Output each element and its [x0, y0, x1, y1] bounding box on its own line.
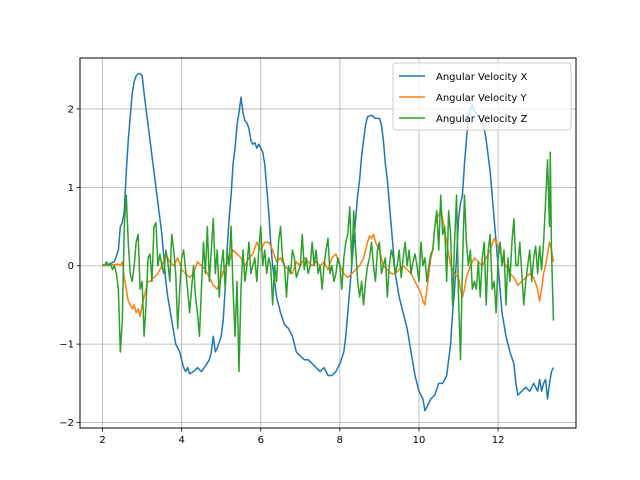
legend-label: Angular Velocity Z: [436, 114, 527, 125]
y-tick-label: −2: [59, 418, 74, 429]
y-tick-label: 2: [68, 104, 74, 115]
legend-label: Angular Velocity Y: [436, 93, 527, 104]
axes-frame: [79, 57, 577, 429]
x-axis: 2 4 6 8 10 12: [99, 428, 504, 446]
x-tick-label: 8: [337, 435, 343, 446]
x-tick-label: 2: [99, 435, 105, 446]
legend: Angular Velocity X Angular Velocity Y Angu…: [392, 62, 572, 131]
series-line-3: [102, 151, 555, 373]
legend-label: Angular Velocity X: [436, 72, 527, 83]
x-tick-label: 4: [178, 435, 184, 446]
y-axis: −2 −1 0 1 2: [59, 104, 80, 429]
x-tick-label: 10: [413, 435, 426, 446]
x-tick-label: 6: [258, 435, 264, 446]
y-tick-label: −1: [59, 340, 74, 351]
y-tick-label: 0: [68, 261, 74, 272]
legend-box: [392, 62, 572, 131]
x-tick-label: 12: [492, 435, 505, 446]
y-tick-label: 1: [68, 183, 74, 194]
